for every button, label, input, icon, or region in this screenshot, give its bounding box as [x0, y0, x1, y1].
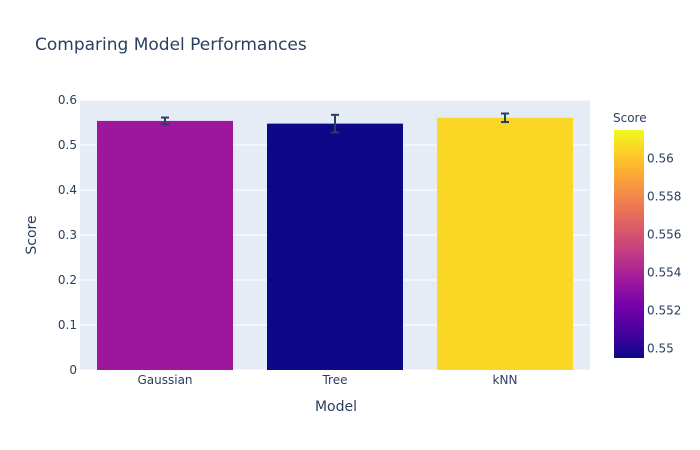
y-tick-label: 0.3	[58, 228, 77, 242]
bar-kNN[interactable]	[437, 117, 573, 371]
x-tick-label: Gaussian	[137, 373, 192, 387]
colorbar	[614, 130, 644, 358]
bar-Tree[interactable]	[267, 123, 403, 370]
y-axis-ticks: 0 0.1 0.2 0.3 0.4 0.5 0.6	[58, 93, 77, 377]
y-tick-label: 0	[69, 363, 77, 377]
x-axis-ticks: Gaussian Tree kNN	[137, 373, 517, 387]
colorbar-tick-label: 0.56	[647, 152, 674, 166]
y-tick-label: 0.2	[58, 273, 77, 287]
x-tick-label: kNN	[493, 373, 518, 387]
colorbar-tick-label: 0.554	[647, 266, 681, 280]
error-bar-Tree	[331, 113, 339, 134]
y-tick-label: 0.6	[58, 93, 77, 107]
x-axis-title: Model	[315, 399, 357, 415]
y-axis-title: Score	[24, 215, 40, 254]
bars	[97, 117, 573, 371]
colorbar-tick-label: 0.552	[647, 304, 681, 318]
y-tick-label: 0.1	[58, 318, 77, 332]
error-bar-kNN	[501, 112, 509, 124]
colorbar-tick-label: 0.55	[647, 342, 674, 356]
bar-Gaussian[interactable]	[97, 120, 233, 370]
y-tick-label: 0.4	[58, 183, 77, 197]
colorbar-tick-label: 0.556	[647, 228, 681, 242]
y-tick-label: 0.5	[58, 138, 77, 152]
colorbar-tick-label: 0.558	[647, 190, 681, 204]
error-bar-Gaussian	[161, 116, 169, 126]
chart-title: Comparing Model Performances	[35, 35, 307, 55]
error-bars	[161, 112, 509, 134]
colorbar-ticks: 0.55 0.552 0.554 0.556 0.558 0.56	[647, 152, 681, 356]
colorbar-title: Score	[613, 111, 647, 125]
x-tick-label: Tree	[321, 373, 347, 387]
